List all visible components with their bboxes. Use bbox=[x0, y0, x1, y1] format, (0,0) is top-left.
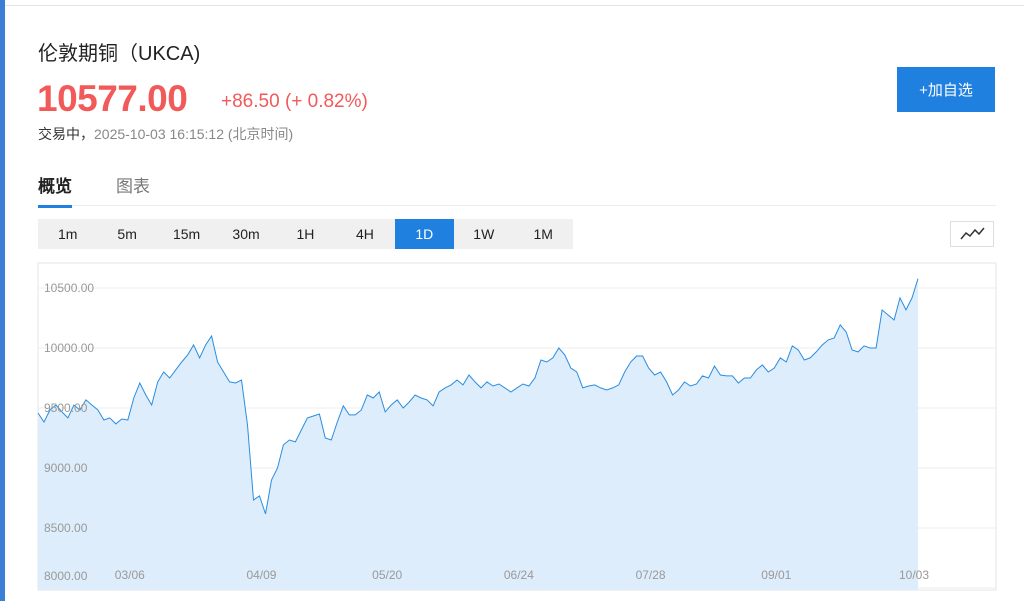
x-tick-label: 09/01 bbox=[761, 568, 791, 582]
period-button[interactable]: 1m bbox=[57, 226, 78, 242]
x-tick-label: 10/03 bbox=[899, 568, 929, 582]
title: 伦敦期铜（UKCA) bbox=[38, 43, 201, 65]
x-tick-label: 03/06 bbox=[115, 568, 145, 582]
x-tick-label: 07/28 bbox=[636, 568, 666, 582]
period-button[interactable]: 1W bbox=[473, 226, 495, 242]
divider bbox=[5, 5, 1024, 6]
period-button[interactable]: 1H bbox=[296, 226, 315, 242]
period-button[interactable]: 15m bbox=[172, 226, 201, 242]
y-tick-label: 8500.00 bbox=[44, 521, 88, 535]
price: 10577.00 bbox=[37, 78, 188, 119]
side-strip bbox=[0, 0, 5, 601]
change-percent: (+ 0.82%) bbox=[284, 91, 368, 112]
period-button[interactable]: 5m bbox=[117, 226, 137, 242]
period-button[interactable]: 30m bbox=[232, 226, 260, 242]
area bbox=[38, 278, 918, 590]
x-tick-label: 05/20 bbox=[372, 568, 402, 582]
period-button[interactable]: 1D bbox=[394, 219, 455, 249]
tab[interactable]: 概览 bbox=[38, 172, 72, 208]
y-tick-label: 10000.00 bbox=[44, 341, 94, 355]
change: +86.50 (+ 0.82%) bbox=[221, 91, 368, 113]
status: 交易中， bbox=[38, 126, 94, 142]
line bbox=[37, 278, 919, 515]
period-button[interactable]: 4H bbox=[355, 226, 374, 242]
x-tick-label: 06/24 bbox=[504, 568, 534, 582]
tab-bar: 概览 图表 bbox=[38, 170, 996, 208]
y-tick-label: 9000.00 bbox=[44, 461, 88, 475]
chart-style-button[interactable] bbox=[950, 221, 994, 247]
period-button[interactable]: 1M bbox=[533, 226, 553, 242]
y-tick-label: 8000.00 bbox=[44, 569, 88, 583]
period-bar: 1m 5m 15m 30m 1H 4H 1D 1W 1M bbox=[38, 219, 573, 249]
y-tick-label: 9500.00 bbox=[44, 401, 88, 415]
change-value: +86.50 bbox=[221, 91, 280, 112]
timestamp: 2025-10-03 16:15:12 (北京时间) bbox=[94, 126, 294, 142]
status-line: 交易中，2025-10-03 16:15:12 (北京时间) bbox=[38, 124, 293, 144]
chart-style-icon bbox=[960, 227, 985, 240]
add-watchlist-button[interactable]: +加自选 bbox=[897, 67, 995, 112]
y-tick-label: 10500.00 bbox=[44, 281, 94, 295]
x-tick-label: 04/09 bbox=[246, 568, 276, 582]
tab[interactable]: 图表 bbox=[116, 177, 150, 196]
